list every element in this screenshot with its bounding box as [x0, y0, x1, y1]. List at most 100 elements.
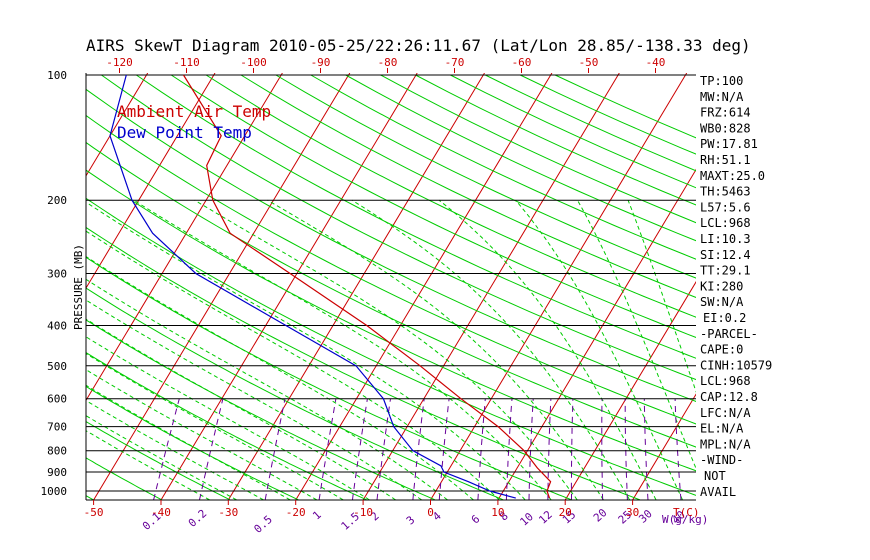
- dry-adiabat-line: [0, 75, 25, 500]
- top-temp-tick-label: -50: [579, 56, 599, 69]
- moist-adiabat-line: [86, 353, 344, 500]
- temp-tick-label: -20: [286, 506, 306, 519]
- moist-adiabat-line: [86, 400, 264, 500]
- moist-adiabat-line: [267, 199, 604, 500]
- index-entry: FRZ:614: [700, 106, 751, 120]
- dry-adiabat-line: [86, 226, 641, 500]
- index-entry: CINH:10579: [700, 358, 772, 372]
- mixing-ratio-line: [412, 398, 425, 500]
- pressure-tick-label: 300: [47, 268, 67, 281]
- background-lines: [0, 73, 870, 500]
- temp-tick-label: -40: [151, 506, 171, 519]
- chart-title: AIRS SkewT Diagram 2010-05-25/22:26:11.6…: [86, 36, 751, 55]
- dry-adiabat-line: [86, 385, 299, 500]
- moist-adiabat-line: [86, 201, 526, 500]
- moist-adiabat-line: [515, 199, 683, 500]
- moist-adiabat-line: [86, 230, 500, 500]
- index-entry: EL:N/A: [700, 422, 744, 436]
- isotherm-line: [564, 281, 696, 500]
- temp-tick-label: -30: [218, 506, 238, 519]
- moist-adiabat-line: [86, 278, 448, 500]
- pressure-tick-label: 200: [47, 194, 67, 207]
- dry-adiabat-line: [86, 256, 572, 500]
- isotherm-line: [767, 73, 870, 500]
- moist-adiabat-line: [86, 255, 474, 500]
- mixing-ratio-line: [438, 398, 450, 500]
- index-entry: RH:51.1: [700, 153, 751, 167]
- index-entry: MW:N/A: [700, 90, 744, 104]
- moist-adiabat-line: [194, 199, 578, 500]
- moist-adiabat-line: [86, 430, 210, 500]
- temp-unit-label: T(C): [673, 506, 700, 519]
- index-entry: MAXT:25.0: [700, 169, 765, 183]
- mixing-ratio-label: 6: [469, 512, 483, 526]
- legend-entry: Ambient Air Temp: [117, 102, 271, 121]
- top-temp-tick-label: -80: [378, 56, 398, 69]
- top-temp-tick-label: -70: [445, 56, 465, 69]
- mixing-ratio-line: [570, 398, 574, 500]
- isotherm-line: [835, 73, 870, 500]
- isotherm-line: [0, 73, 80, 500]
- index-entry: KI:280: [700, 279, 743, 293]
- axes: 0.1 0.2 0.5 1 1.5 2 3 4 6 8 10 12 15 20 25 30 40W(g/kg)1…: [41, 56, 709, 536]
- index-entry: NOT: [704, 469, 726, 483]
- mixing-ratio-label: 12: [536, 508, 555, 527]
- y-axis-label: PRESSURE (MB): [72, 244, 85, 330]
- moist-adiabat-line: [86, 336, 370, 500]
- moist-adiabat-line: [351, 199, 631, 500]
- isotherm-line: [86, 73, 149, 177]
- mixing-ratio-label: 0.2: [186, 507, 209, 530]
- top-temp-tick-label: -110: [173, 56, 200, 69]
- top-temp-tick-label: -100: [240, 56, 267, 69]
- dry-adiabat-line: [136, 74, 696, 359]
- dry-adiabat-line: [86, 197, 696, 496]
- top-temp-tick-label: -120: [106, 56, 133, 69]
- mixing-ratio-line: [528, 398, 534, 500]
- mixing-ratio-label: 0.5: [251, 513, 274, 536]
- moist-adiabat-line: [577, 199, 696, 470]
- pressure-tick-label: 1000: [41, 485, 68, 498]
- mixing-ratio-line: [352, 398, 368, 500]
- top-temp-tick-label: -40: [646, 56, 666, 69]
- pressure-tick-label: 800: [47, 445, 67, 458]
- temp-tick-label: 20: [559, 506, 572, 519]
- isobars: [86, 74, 696, 492]
- temp-tick-label: 30: [626, 506, 639, 519]
- profile-lines: [109, 74, 552, 499]
- dry-adiabat-line: [415, 74, 696, 206]
- index-entry: CAPE:0: [700, 343, 743, 357]
- temp-tick-label: -50: [84, 506, 104, 519]
- temp-tick-label: 0: [427, 506, 434, 519]
- mixing-ratio-line: [624, 398, 628, 500]
- temp-tick-label: -10: [353, 506, 373, 519]
- temp-tick-label: 10: [491, 506, 504, 519]
- isotherm-line: [0, 73, 13, 500]
- index-entry: TP:100: [700, 74, 743, 88]
- index-entry: TT:29.1: [700, 264, 751, 278]
- moist-adiabat-line: [86, 318, 396, 500]
- mixing-ratio-line: [643, 398, 649, 500]
- dry-adiabat-line: [345, 74, 696, 242]
- top-temp-tick-label: -90: [311, 56, 331, 69]
- moist-adiabat-line: [438, 199, 657, 500]
- index-entry: PW:17.81: [700, 137, 758, 151]
- pressure-tick-label: 900: [47, 466, 67, 479]
- mixing-ratio-line: [505, 398, 513, 500]
- index-entry: -WIND-: [700, 453, 743, 467]
- dew-point-line: [109, 74, 516, 499]
- dry-adiabat-line: [86, 457, 162, 500]
- index-entry: EI:0.2: [703, 311, 746, 325]
- dry-adiabat-line: [86, 319, 436, 500]
- mixing-ratio-line: [318, 398, 337, 500]
- mixing-ratio-line: [601, 398, 604, 500]
- dry-adiabat-line: [310, 74, 696, 260]
- dry-adiabat-line: [86, 169, 696, 472]
- moist-adiabat-line: [86, 415, 237, 500]
- mixing-ratio-line: [547, 398, 552, 500]
- legend-entry: Dew Point Temp: [117, 123, 252, 142]
- air-temp-line: [182, 74, 552, 499]
- dry-adiabat-line: [101, 74, 696, 381]
- pressure-tick-label: 500: [47, 360, 67, 373]
